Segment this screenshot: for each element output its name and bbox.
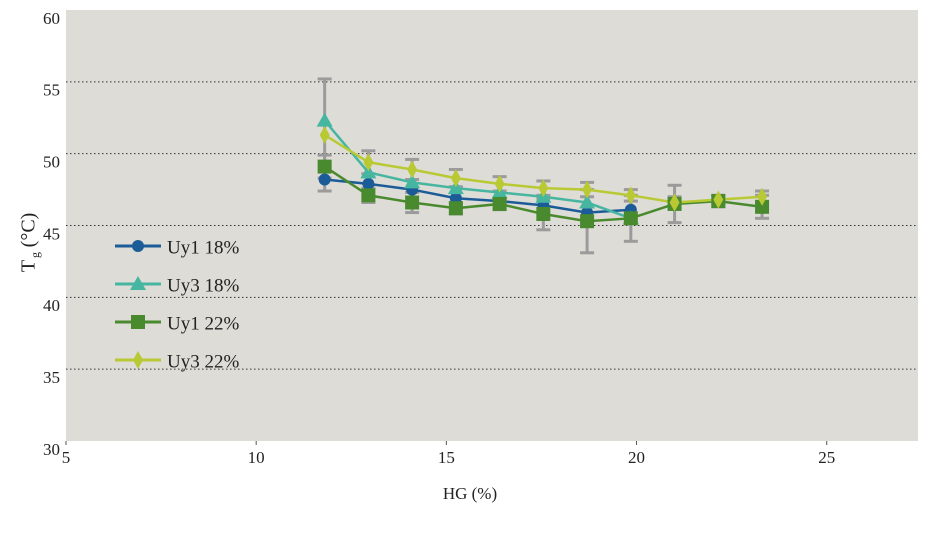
data-point bbox=[360, 164, 377, 179]
data-point bbox=[580, 214, 595, 229]
data-point bbox=[319, 125, 330, 144]
data-point bbox=[536, 207, 551, 222]
y-tick-label: 35 bbox=[43, 368, 60, 387]
data-point bbox=[757, 187, 768, 206]
y-tick-label: 40 bbox=[43, 296, 60, 315]
data-point bbox=[625, 186, 636, 205]
data-point bbox=[448, 201, 463, 216]
y-tick-label: 45 bbox=[43, 224, 60, 243]
legend-marker bbox=[133, 351, 143, 369]
legend-label: Uy1 18% bbox=[167, 237, 239, 258]
data-point bbox=[538, 179, 549, 198]
y-axis-label: T g (°C) bbox=[18, 213, 42, 272]
data-point bbox=[492, 196, 507, 211]
data-point bbox=[494, 174, 505, 193]
data-point bbox=[362, 177, 375, 190]
data-point bbox=[623, 211, 638, 226]
data-point bbox=[317, 159, 332, 174]
data-point bbox=[450, 169, 461, 188]
data-point bbox=[318, 173, 331, 186]
data-point bbox=[404, 174, 421, 189]
series-line bbox=[324, 178, 631, 214]
legend-label: Uy1 22% bbox=[167, 313, 239, 334]
data-point bbox=[579, 194, 596, 209]
y-label-symbol: T bbox=[18, 260, 40, 272]
data-point bbox=[361, 188, 376, 203]
data-point bbox=[316, 112, 333, 127]
x-tick-label: 5 bbox=[62, 448, 71, 467]
data-point bbox=[582, 180, 593, 199]
data-point bbox=[363, 153, 374, 172]
legend-marker bbox=[131, 315, 145, 329]
legend-marker bbox=[132, 240, 144, 252]
y-tick-label: 50 bbox=[43, 153, 60, 172]
x-tick-label: 10 bbox=[248, 448, 265, 467]
data-point bbox=[755, 199, 770, 214]
x-tick-label: 15 bbox=[438, 448, 455, 467]
data-point bbox=[713, 190, 724, 209]
y-tick-label: 30 bbox=[43, 440, 60, 459]
series-line bbox=[323, 119, 632, 220]
legend-marker bbox=[130, 276, 146, 290]
data-point bbox=[407, 160, 418, 179]
data-point bbox=[447, 180, 464, 195]
data-point bbox=[405, 195, 420, 210]
x-tick-label: 25 bbox=[818, 448, 835, 467]
legend-label: Uy3 22% bbox=[167, 351, 239, 372]
data-point bbox=[449, 192, 462, 205]
x-tick-label: 20 bbox=[628, 448, 645, 467]
y-tick-label: 60 bbox=[43, 9, 60, 28]
plot-area bbox=[66, 10, 918, 441]
data-point bbox=[669, 193, 680, 212]
y-label-unit: (°C) bbox=[18, 213, 40, 248]
x-axis-label: HG (%) bbox=[443, 484, 497, 503]
y-tick-label: 55 bbox=[43, 81, 60, 100]
y-label-subscript: g bbox=[28, 252, 42, 258]
legend-label: Uy3 18% bbox=[167, 275, 239, 296]
